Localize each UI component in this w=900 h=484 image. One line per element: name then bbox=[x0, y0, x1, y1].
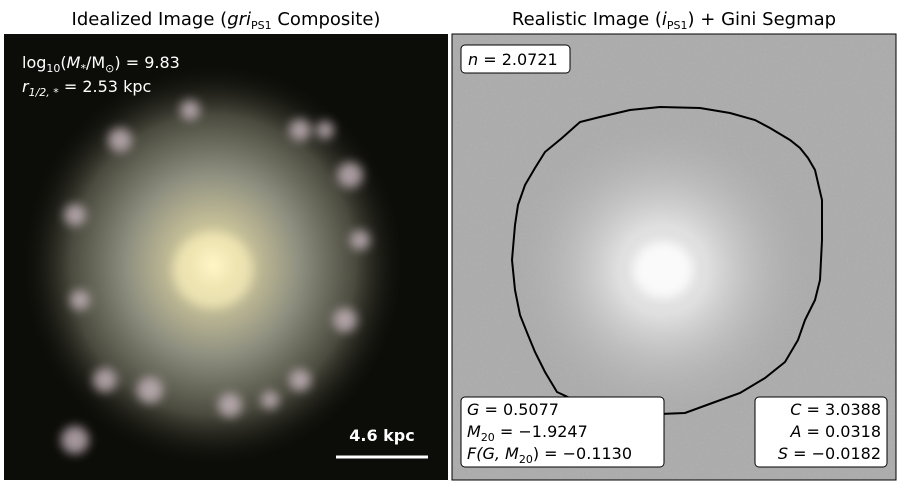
label-part: = −1.9247 bbox=[495, 422, 588, 441]
label-part: 20 bbox=[519, 453, 533, 466]
label-part: ( bbox=[60, 53, 66, 72]
smoothness-value: S = −0.0182 bbox=[778, 444, 881, 463]
concentration-value: C = 3.0388 bbox=[790, 400, 881, 419]
label-part: ⊙ bbox=[105, 62, 114, 75]
idealized-image bbox=[4, 34, 448, 480]
label-part: 1/2, * bbox=[29, 86, 60, 99]
label-part: = −0.0182 bbox=[788, 444, 881, 463]
mass-label: log10(M*/M⊙) = 9.83 bbox=[22, 53, 180, 75]
gini-value: G = 0.5077 bbox=[467, 400, 559, 419]
label-part: ) = 9.83 bbox=[114, 53, 179, 72]
label-part: M bbox=[467, 422, 481, 441]
label-part: 20 bbox=[481, 431, 495, 444]
label-part: n bbox=[468, 50, 478, 69]
label-part: = 2.0721 bbox=[478, 50, 558, 69]
label-part: r bbox=[22, 77, 30, 96]
title-part: ) + Gini Segmap bbox=[688, 9, 837, 30]
label-part: = 2.53 kpc bbox=[59, 77, 152, 96]
title-part: Composite) bbox=[272, 9, 381, 30]
f-value: F(G, M20) = −0.1130 bbox=[467, 444, 632, 466]
title-part: gri bbox=[227, 9, 251, 30]
cas-box: C = 3.0388 A = 0.0318 S = −0.0182 bbox=[754, 396, 888, 468]
label-part: M bbox=[67, 53, 81, 72]
gini-segmap-contour bbox=[510, 105, 823, 416]
m20-value: M20 = −1.9247 bbox=[467, 422, 588, 444]
panel-title: Realistic Image (iPS1) + Gini Segmap bbox=[512, 9, 836, 32]
label-part: = 3.0388 bbox=[801, 400, 881, 419]
label-part: = 0.5077 bbox=[479, 400, 559, 419]
sersic-index: n = 2.0721 bbox=[468, 50, 558, 69]
asymmetry-value: A = 0.0318 bbox=[789, 422, 881, 441]
title-part: PS1 bbox=[667, 19, 688, 32]
label-part: log bbox=[22, 53, 46, 72]
label-part: F(G, M bbox=[467, 444, 519, 463]
radius-label: r1/2, * = 2.53 kpc bbox=[22, 77, 151, 99]
title-part: Realistic Image ( bbox=[512, 9, 662, 30]
title-part: i bbox=[662, 9, 667, 30]
label-part: * bbox=[80, 62, 86, 75]
sersic-box: n = 2.0721 bbox=[460, 44, 571, 74]
label-part: 10 bbox=[46, 62, 60, 75]
title-part: PS1 bbox=[251, 19, 272, 32]
panel-title: Idealized Image (griPS1 Composite) bbox=[72, 9, 381, 32]
scale-bar-label: 4.6 kpc bbox=[349, 426, 415, 445]
label-part: S bbox=[778, 444, 788, 463]
label-part: G bbox=[467, 400, 479, 419]
label-part: C bbox=[790, 400, 802, 419]
label-part: /M bbox=[86, 53, 105, 72]
title-part: Idealized Image ( bbox=[72, 9, 228, 30]
label-part: A bbox=[789, 422, 801, 441]
gini-box: G = 0.5077 M20 = −1.9247 F(G, M20) = −0.… bbox=[460, 396, 665, 468]
label-part: = 0.0318 bbox=[801, 422, 881, 441]
label-part: ) = −0.1130 bbox=[533, 444, 632, 463]
